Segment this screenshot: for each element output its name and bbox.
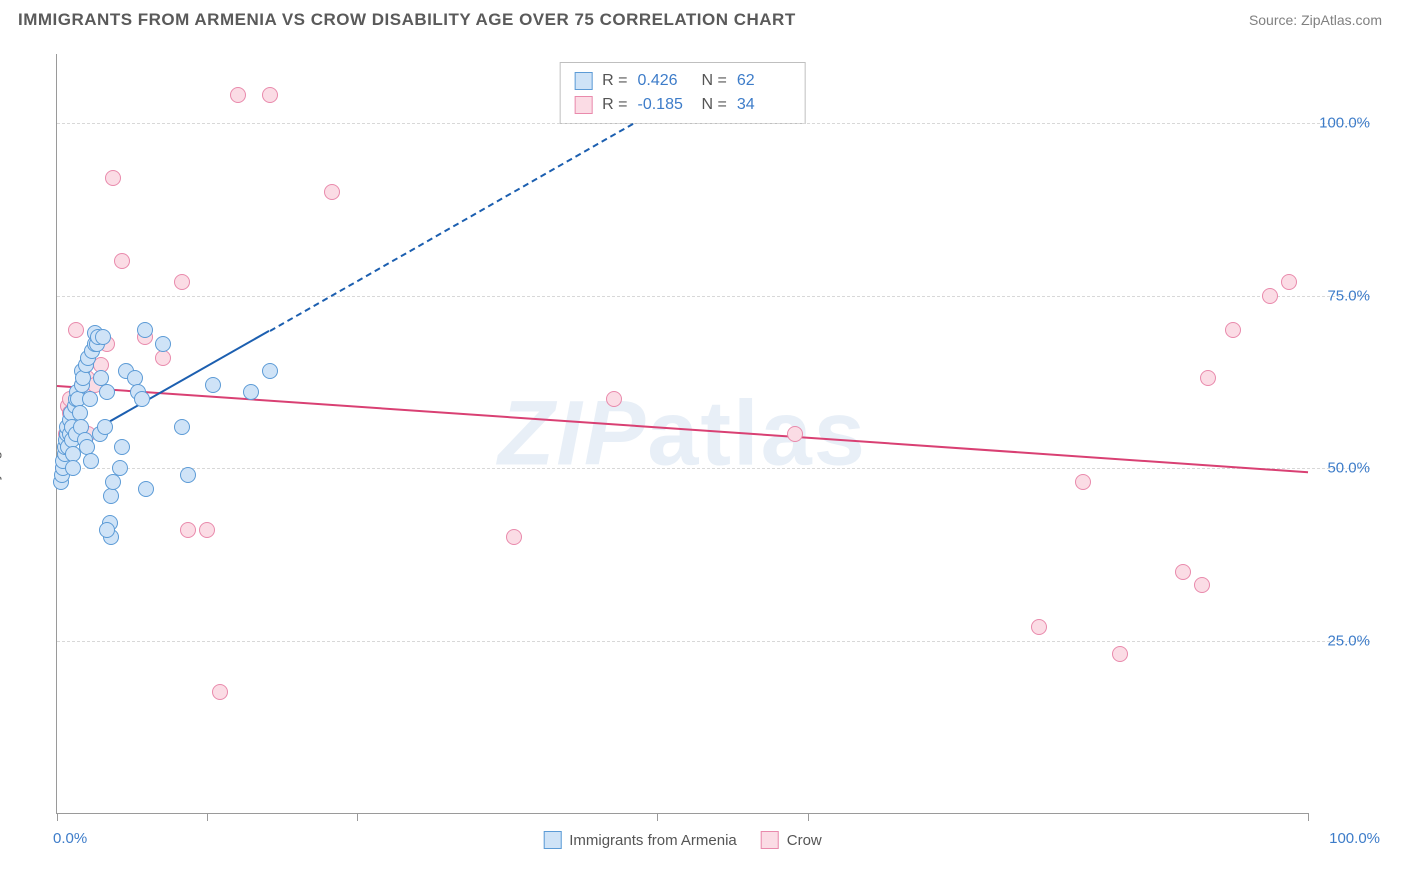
point-armenia	[243, 384, 259, 400]
point-armenia	[83, 453, 99, 469]
y-grid-label: 100.0%	[1312, 115, 1370, 132]
legend-item-armenia: Immigrants from Armenia	[543, 831, 737, 849]
trendline	[57, 385, 1308, 473]
chart-container: Disability Age Over 75 ZIPatlas R = 0.42…	[18, 44, 1388, 874]
gridline-h	[57, 123, 1370, 124]
stats-row-crow: R = -0.185 N = 34	[574, 93, 791, 117]
point-armenia	[103, 488, 119, 504]
legend-item-crow: Crow	[761, 831, 822, 849]
point-crow	[174, 274, 190, 290]
trendline-dashed	[269, 123, 633, 332]
point-armenia	[97, 419, 113, 435]
point-armenia	[155, 336, 171, 352]
legend-label-crow: Crow	[787, 832, 822, 849]
legend-swatch-armenia	[543, 831, 561, 849]
armenia-n-value: 62	[737, 69, 791, 93]
point-crow	[180, 522, 196, 538]
point-armenia	[105, 474, 121, 490]
swatch-armenia	[574, 72, 592, 90]
point-armenia	[95, 329, 111, 345]
point-crow	[199, 522, 215, 538]
y-axis-title: Disability Age Over 75	[0, 385, 3, 533]
n-label: N =	[702, 93, 727, 117]
chart-title: IMMIGRANTS FROM ARMENIA VS CROW DISABILI…	[18, 10, 796, 30]
point-armenia	[137, 322, 153, 338]
point-crow	[787, 426, 803, 442]
point-crow	[1281, 274, 1297, 290]
stats-legend-box: R = 0.426 N = 62 R = -0.185 N = 34	[559, 62, 806, 124]
point-armenia	[114, 439, 130, 455]
source-name[interactable]: ZipAtlas.com	[1301, 12, 1382, 28]
legend-swatch-crow	[761, 831, 779, 849]
point-crow	[68, 322, 84, 338]
x-tick	[207, 813, 208, 821]
point-armenia	[75, 370, 91, 386]
point-crow	[1175, 564, 1191, 580]
legend-label-armenia: Immigrants from Armenia	[569, 832, 737, 849]
point-crow	[114, 253, 130, 269]
y-grid-label: 75.0%	[1312, 287, 1370, 304]
point-crow	[1225, 322, 1241, 338]
gridline-h	[57, 641, 1370, 642]
x-tick	[357, 813, 358, 821]
point-crow	[1075, 474, 1091, 490]
point-crow	[506, 529, 522, 545]
gridline-h	[57, 296, 1370, 297]
y-grid-label: 25.0%	[1312, 632, 1370, 649]
swatch-crow	[574, 96, 592, 114]
source-credit: Source: ZipAtlas.com	[1249, 12, 1382, 28]
r-label: R =	[602, 69, 627, 93]
y-grid-label: 50.0%	[1312, 460, 1370, 477]
x-axis-min-label: 0.0%	[53, 830, 87, 847]
point-crow	[155, 350, 171, 366]
gridline-h	[57, 468, 1370, 469]
x-tick	[1308, 813, 1309, 821]
point-armenia	[99, 384, 115, 400]
watermark: ZIPatlas	[498, 381, 867, 486]
plot-area: ZIPatlas R = 0.426 N = 62 R = -0.185 N =…	[56, 54, 1308, 814]
stats-row-armenia: R = 0.426 N = 62	[574, 69, 791, 93]
point-armenia	[180, 467, 196, 483]
crow-n-value: 34	[737, 93, 791, 117]
point-armenia	[112, 460, 128, 476]
point-crow	[1112, 646, 1128, 662]
point-crow	[105, 170, 121, 186]
armenia-r-value: 0.426	[638, 69, 692, 93]
series-legend: Immigrants from Armenia Crow	[543, 831, 822, 849]
header: IMMIGRANTS FROM ARMENIA VS CROW DISABILI…	[0, 0, 1406, 38]
point-armenia	[205, 377, 221, 393]
point-crow	[1200, 370, 1216, 386]
x-axis-max-label: 100.0%	[1329, 830, 1380, 847]
point-crow	[1262, 288, 1278, 304]
crow-r-value: -0.185	[638, 93, 692, 117]
point-armenia	[262, 363, 278, 379]
point-armenia	[99, 522, 115, 538]
point-crow	[1031, 619, 1047, 635]
r-label: R =	[602, 93, 627, 117]
point-armenia	[138, 481, 154, 497]
point-crow	[606, 391, 622, 407]
n-label: N =	[702, 69, 727, 93]
point-armenia	[134, 391, 150, 407]
x-tick	[657, 813, 658, 821]
x-tick	[808, 813, 809, 821]
point-crow	[324, 184, 340, 200]
point-crow	[230, 87, 246, 103]
point-armenia	[65, 460, 81, 476]
source-label: Source:	[1249, 12, 1297, 28]
point-crow	[212, 684, 228, 700]
point-armenia	[174, 419, 190, 435]
point-crow	[262, 87, 278, 103]
point-armenia	[82, 391, 98, 407]
x-tick	[57, 813, 58, 821]
point-crow	[1194, 577, 1210, 593]
